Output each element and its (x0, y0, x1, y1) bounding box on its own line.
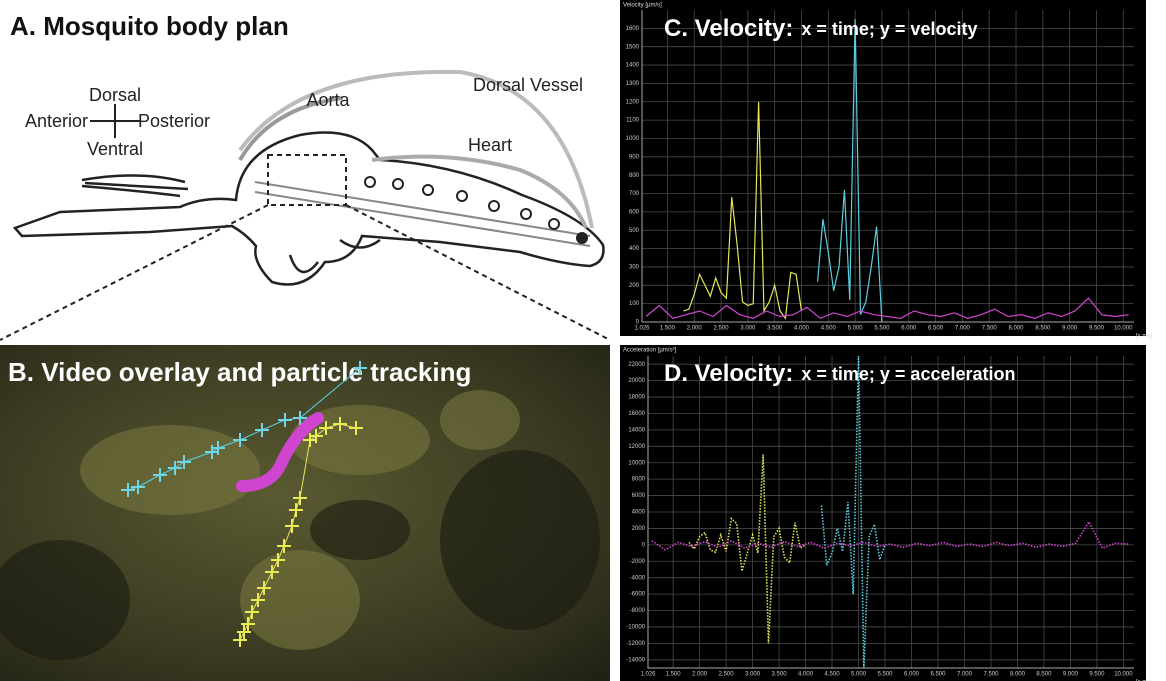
y-tick-label: 1600 (626, 26, 640, 32)
x-tick-label: 6.500 (928, 326, 944, 332)
y-tick-label: 400 (629, 246, 640, 252)
y-tick-label: 1000 (626, 136, 640, 142)
x-tick-label: 6.000 (904, 672, 920, 678)
y-tick-label: 1500 (626, 44, 640, 50)
x-tick-label: 6.000 (901, 326, 917, 332)
y-tick-label: -10000 (626, 625, 645, 631)
x-tick-label: 4.000 (798, 672, 814, 678)
figure: A. Mosquito body plan Dorsal Anterior Po… (0, 0, 1166, 681)
title-main: C. Velocity: (664, 15, 793, 42)
y-tick-label: 16000 (628, 411, 645, 417)
x-axis-label: [s.ms] (1136, 334, 1152, 340)
label: Dorsal (89, 85, 141, 105)
axes-cross (90, 104, 140, 138)
y-axis-label: Velocity [µm/s] (623, 3, 662, 9)
title-main: D. Velocity: (664, 360, 793, 387)
x-tick-label: 7.500 (983, 672, 999, 678)
label: Aorta (306, 90, 350, 110)
x-tick-label: 3.000 (740, 326, 756, 332)
label: Posterior (138, 111, 210, 131)
panel-title: A. Mosquito body plan (10, 11, 289, 41)
panel-a: A. Mosquito body plan Dorsal Anterior Po… (0, 11, 610, 340)
panel-b: B. Video overlay and particle tracking (0, 345, 610, 681)
y-tick-label: 12000 (628, 444, 645, 450)
x-tick-label: 4.500 (821, 326, 837, 332)
x-tick-label: 1.500 (660, 326, 676, 332)
x-tick-label: 8.500 (1035, 326, 1051, 332)
x-tick-label: 4.000 (794, 326, 810, 332)
x-tick-label: 6.500 (930, 672, 946, 678)
x-tick-label: 8.500 (1036, 672, 1052, 678)
x-tick-label: 10.000 (1114, 326, 1133, 332)
label: Dorsal Vessel (473, 75, 583, 95)
x-tick-label: 10.000 (1114, 672, 1133, 678)
y-tick-label: -4000 (630, 575, 646, 581)
x-tick-label: 5.000 (851, 672, 867, 678)
x-tick-label: 9.000 (1062, 326, 1078, 332)
y-tick-label: 200 (629, 283, 640, 289)
y-tick-label: 100 (629, 301, 640, 307)
y-tick-label: 14000 (628, 427, 645, 433)
label: Anterior (25, 111, 88, 131)
x-tick-label: 2.000 (692, 672, 708, 678)
y-tick-label: 800 (629, 173, 640, 179)
y-tick-label: -12000 (626, 641, 645, 647)
chart-title: D. Velocity: x = time; y = acceleration (664, 360, 1016, 387)
x-tick-label: 5.500 (878, 672, 894, 678)
x-tick-label: 1.500 (666, 672, 682, 678)
y-tick-label: 1100 (626, 118, 640, 124)
x-tick-label: 8.000 (1009, 326, 1025, 332)
y-tick-label: 1200 (626, 99, 640, 105)
y-tick-label: 500 (629, 228, 640, 234)
y-tick-label: 1300 (626, 81, 640, 87)
chart-bg (620, 345, 1146, 681)
x-tick-label: 3.000 (745, 672, 761, 678)
x-tick-label: 7.000 (955, 326, 971, 332)
vessels (240, 72, 592, 246)
y-tick-label: 8000 (632, 477, 646, 483)
label: Ventral (87, 139, 143, 159)
y-tick-label: 1400 (626, 63, 640, 69)
x-tick-label: 1.026 (634, 326, 650, 332)
y-tick-label: 2000 (632, 526, 646, 532)
x-tick-label: 2.000 (687, 326, 703, 332)
y-tick-label: -6000 (630, 592, 646, 598)
y-tick-label: 6000 (632, 493, 646, 499)
x-tick-label: 2.500 (714, 326, 730, 332)
y-tick-label: 4000 (632, 510, 646, 516)
y-tick-label: -2000 (630, 559, 646, 565)
x-tick-label: 4.500 (825, 672, 841, 678)
x-tick-label: 5.000 (848, 326, 864, 332)
x-tick-label: 8.000 (1010, 672, 1026, 678)
y-tick-label: -8000 (630, 608, 646, 614)
x-tick-label: 7.000 (957, 672, 973, 678)
x-tick-label: 1.026 (640, 672, 656, 678)
chart-title: C. Velocity: x = time; y = velocity (664, 15, 977, 42)
title-sub: x = time; y = acceleration (801, 364, 1015, 384)
y-tick-label: 18000 (628, 395, 645, 401)
x-tick-label: 5.500 (874, 326, 890, 332)
x-tick-label: 9.000 (1063, 672, 1079, 678)
x-tick-label: 2.500 (719, 672, 735, 678)
x-tick-label: 9.500 (1089, 326, 1105, 332)
x-tick-label: 9.500 (1089, 672, 1105, 678)
y-tick-label: 700 (629, 191, 640, 197)
y-axis-label: Acceleration [µm/s²] (623, 348, 676, 354)
y-tick-label: 20000 (628, 378, 645, 384)
y-tick-label: 22000 (628, 362, 645, 368)
panel-title: B. Video overlay and particle tracking (8, 357, 471, 387)
y-tick-label: 300 (629, 265, 640, 271)
x-tick-label: 3.500 (767, 326, 783, 332)
y-tick-label: 600 (629, 209, 640, 215)
x-tick-label: 3.500 (772, 672, 788, 678)
y-tick-label: 10000 (628, 460, 645, 466)
y-tick-label: 900 (629, 154, 640, 160)
title-sub: x = time; y = velocity (801, 19, 977, 39)
label: Heart (468, 135, 512, 155)
y-tick-label: -14000 (626, 657, 645, 663)
x-tick-label: 7.500 (982, 326, 998, 332)
